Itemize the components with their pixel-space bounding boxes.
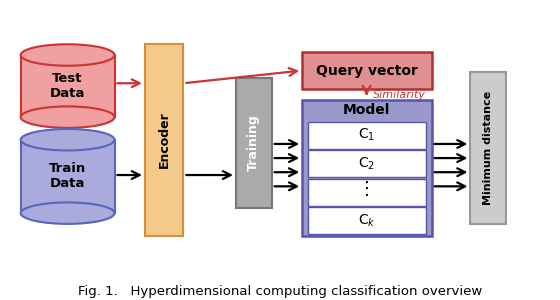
Bar bbox=[21, 55, 114, 117]
Text: Encoder: Encoder bbox=[158, 111, 171, 168]
Bar bbox=[21, 140, 114, 213]
Bar bbox=[307, 207, 426, 234]
Bar bbox=[307, 179, 426, 206]
Text: Minimum distance: Minimum distance bbox=[483, 91, 493, 205]
Bar bbox=[307, 150, 426, 177]
Ellipse shape bbox=[21, 129, 114, 151]
Bar bbox=[307, 122, 426, 148]
Text: C$_1$: C$_1$ bbox=[358, 127, 375, 143]
Bar bbox=[236, 78, 272, 208]
Text: C$_2$: C$_2$ bbox=[358, 155, 375, 172]
Text: Train
Data: Train Data bbox=[49, 162, 86, 190]
Text: Query vector: Query vector bbox=[316, 64, 418, 77]
Text: C$_k$: C$_k$ bbox=[358, 213, 376, 229]
Bar bbox=[302, 100, 432, 236]
Text: Training: Training bbox=[248, 114, 260, 171]
Ellipse shape bbox=[21, 44, 114, 66]
Text: Model: Model bbox=[343, 103, 390, 117]
Text: Similarity: Similarity bbox=[373, 89, 426, 100]
Text: ⋮: ⋮ bbox=[358, 181, 376, 199]
Bar bbox=[145, 44, 184, 236]
Ellipse shape bbox=[21, 106, 114, 128]
Text: Test
Data: Test Data bbox=[50, 72, 85, 100]
Text: Fig. 1.   Hyperdimensional computing classification overview: Fig. 1. Hyperdimensional computing class… bbox=[78, 285, 482, 298]
Ellipse shape bbox=[21, 202, 114, 224]
Bar bbox=[470, 72, 506, 224]
Bar bbox=[302, 52, 432, 89]
